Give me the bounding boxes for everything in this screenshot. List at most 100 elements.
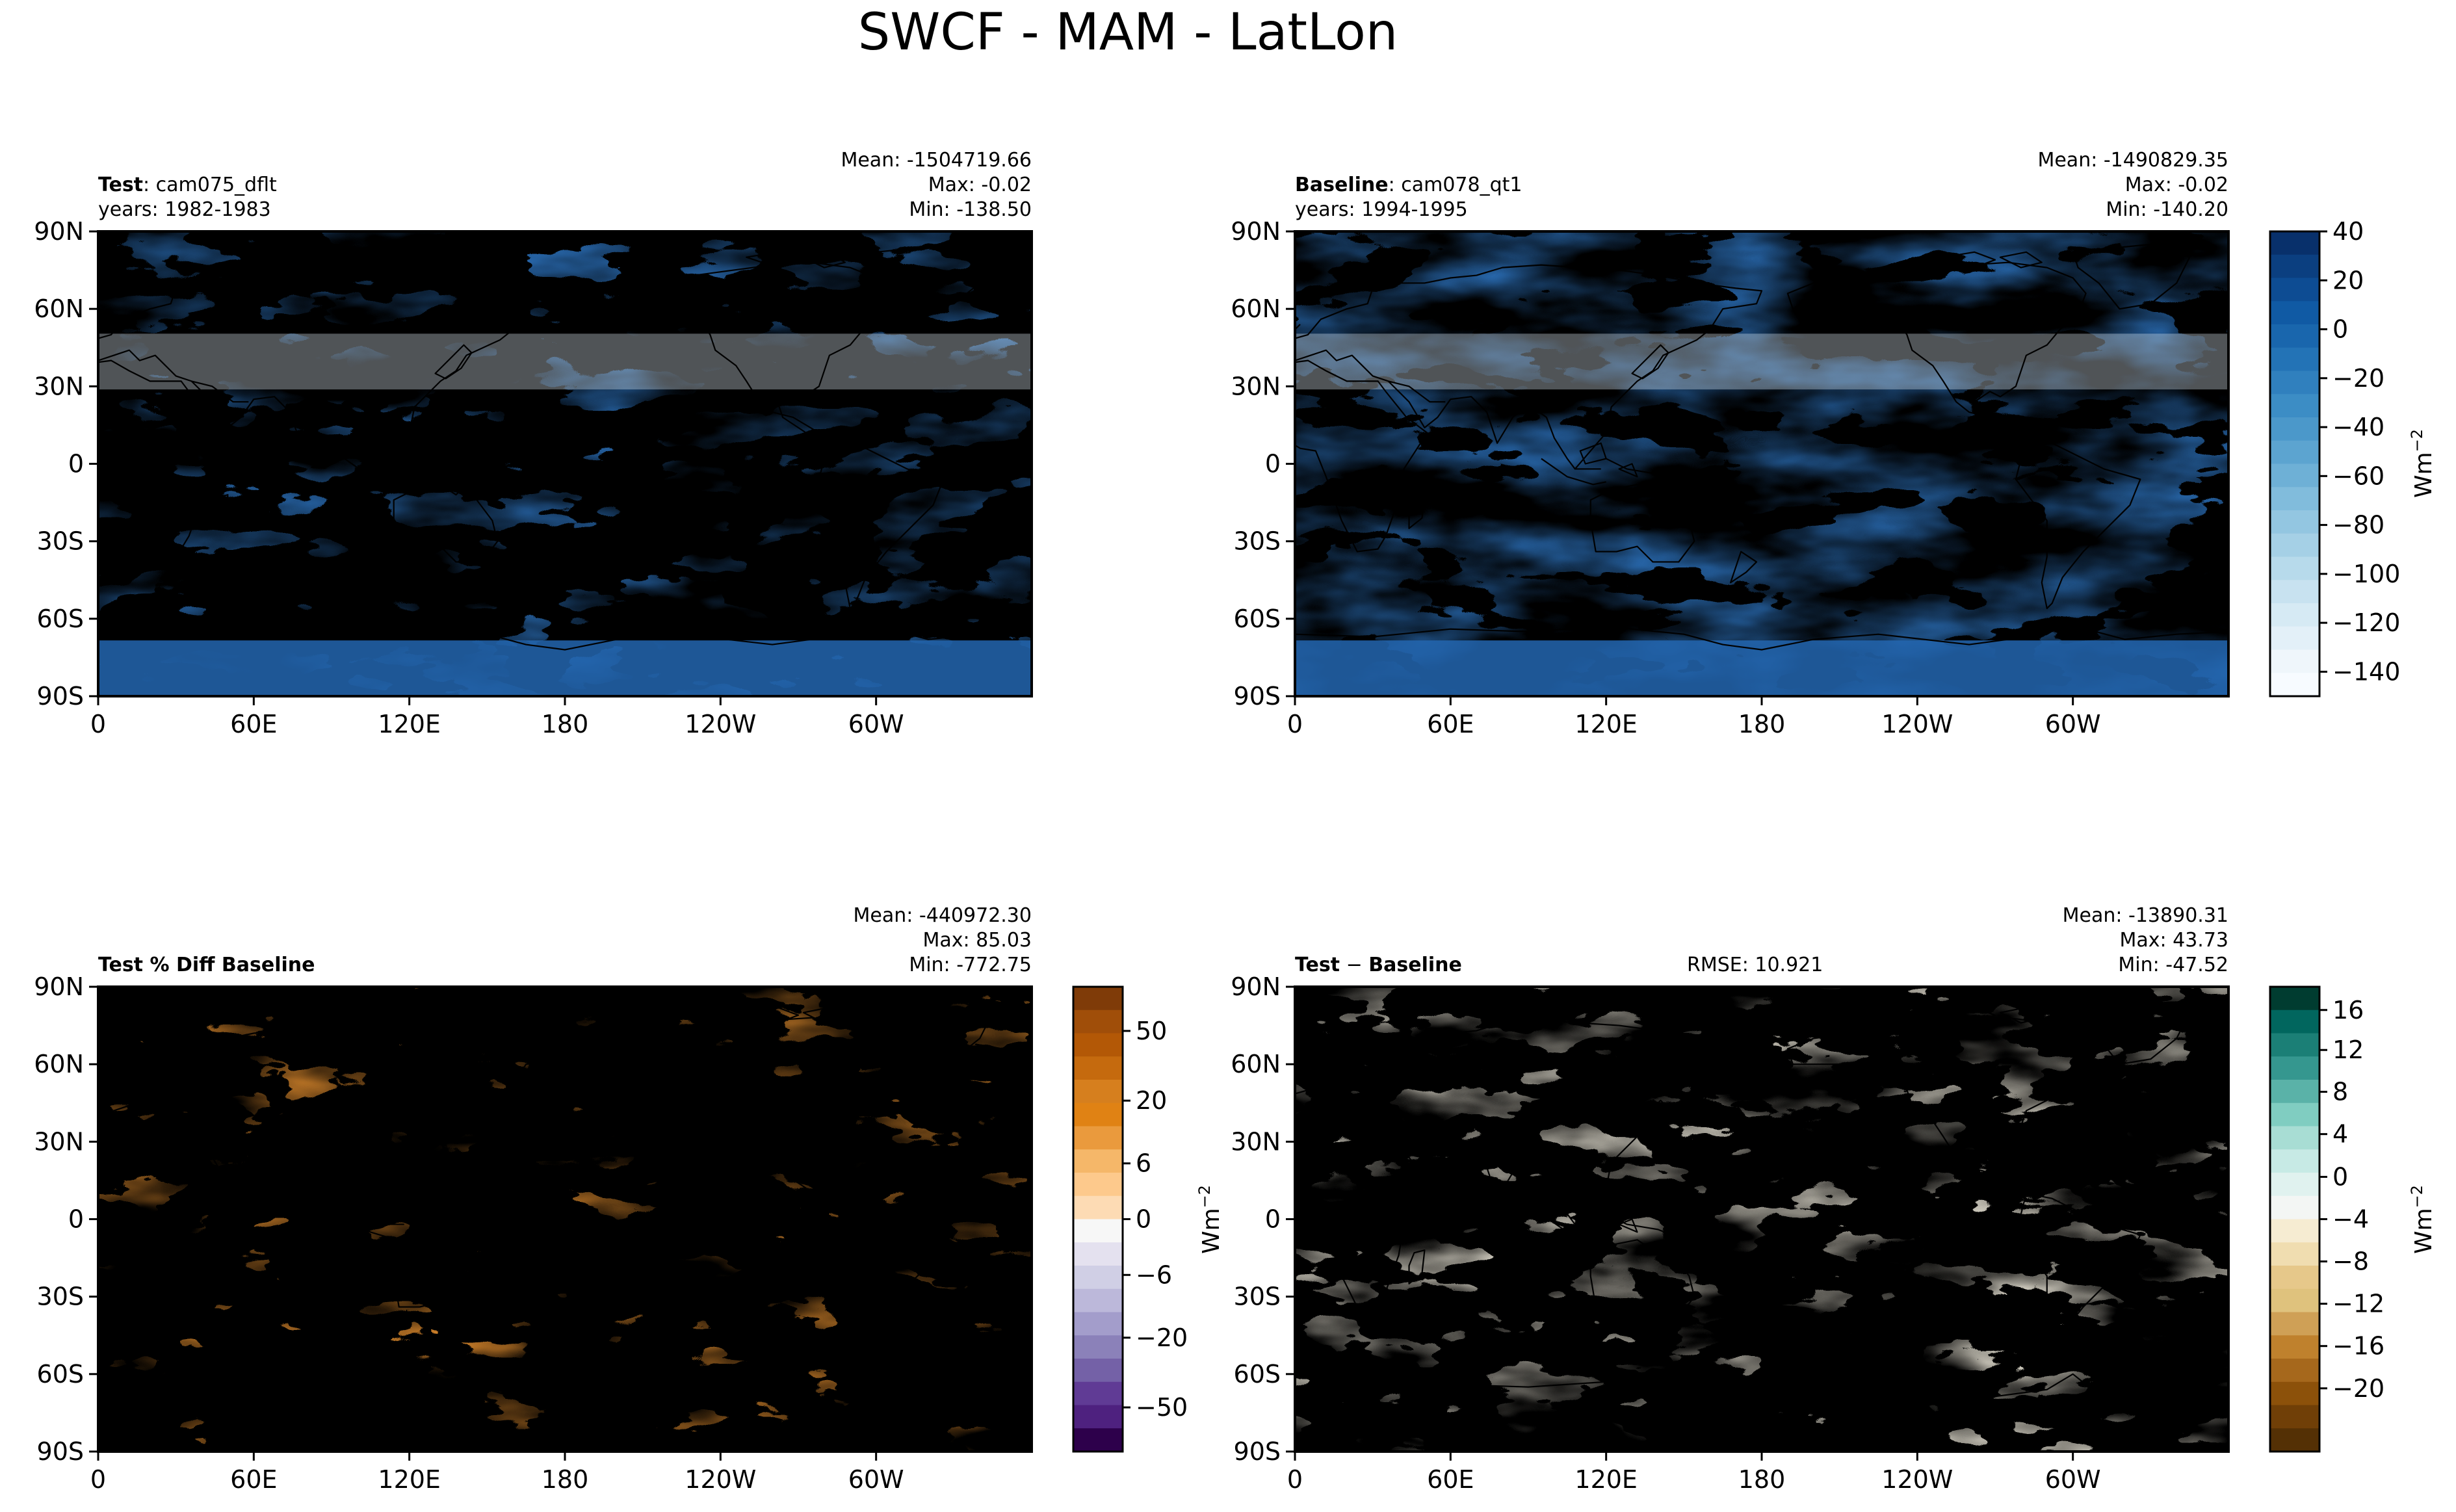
colorbar-tick-label: −50 xyxy=(1136,1393,1188,1422)
colorbar-segment xyxy=(2270,1149,2319,1173)
colorbar-segment xyxy=(1073,1149,1123,1173)
colorbar-segment xyxy=(2270,1335,2319,1359)
panel-label-minus: − xyxy=(1340,954,1368,976)
colorbar-segment xyxy=(2270,1381,2319,1406)
map-contour-layer xyxy=(98,987,1032,1452)
stat-line: Mean: -440972.30 xyxy=(854,904,1032,927)
colorbar-tick-label: 0 xyxy=(2332,1162,2348,1191)
map-storm-band xyxy=(98,333,1032,390)
map-field-baseline xyxy=(1295,231,2228,696)
x-tick-label: 180 xyxy=(1738,1465,1786,1494)
colorbar-tick-label: −8 xyxy=(2332,1247,2369,1276)
y-tick-label: 60N xyxy=(1231,294,1281,323)
y-tick-label: 0 xyxy=(68,1205,84,1234)
colorbar-tick-label: 12 xyxy=(2332,1036,2364,1064)
y-tick-label: 30N xyxy=(34,1127,84,1156)
y-tick-label: 90N xyxy=(1231,972,1281,1001)
x-tick-label: 0 xyxy=(1287,1465,1303,1494)
colorbar-segment xyxy=(1073,1288,1123,1313)
colorbar-segment xyxy=(2270,278,2319,302)
stat-line: Max: 43.73 xyxy=(2119,929,2228,952)
x-tick-label: 60W xyxy=(848,1465,904,1494)
colorbar-segment xyxy=(2270,626,2319,651)
colorbar-segment xyxy=(1073,1381,1123,1406)
colorbar-tick-label: 0 xyxy=(1136,1205,1151,1234)
stat-line: Max: -0.02 xyxy=(928,174,1032,196)
units-exponent: −2 xyxy=(2408,1185,2426,1208)
colorbar-segment xyxy=(1073,1126,1123,1150)
y-tick-label: 0 xyxy=(1265,450,1281,478)
colorbar-segment xyxy=(2270,1312,2319,1336)
colorbar-tick-label: 50 xyxy=(1136,1017,1167,1045)
panel-label: Test % Diff Baseline xyxy=(98,954,315,976)
stat-line: Min: -47.52 xyxy=(2118,954,2228,976)
colorbar-segment xyxy=(2270,1266,2319,1290)
colorbar-tick-label: 20 xyxy=(2332,266,2364,294)
colorbar-tick-label: −120 xyxy=(2332,608,2400,637)
colorbar-segment xyxy=(1073,1312,1123,1336)
panel-years: years: 1982-1983 xyxy=(98,198,271,221)
units-exponent: −2 xyxy=(2408,429,2426,452)
colorbar-segment xyxy=(2270,1010,2319,1034)
colorbar-segment xyxy=(1073,1080,1123,1104)
y-tick-label: 30S xyxy=(37,527,84,556)
colorbar-segment xyxy=(1073,1033,1123,1057)
y-tick-label: 60N xyxy=(34,294,84,323)
x-tick-label: 60W xyxy=(2045,710,2101,738)
colorbar-segment xyxy=(1073,1010,1123,1034)
colorbar-segment xyxy=(2270,533,2319,558)
colorbar-segment xyxy=(1073,987,1123,1011)
colorbar-segment xyxy=(1073,1359,1123,1383)
x-tick-label: 120W xyxy=(1881,710,1953,738)
colorbar-segment xyxy=(2270,1080,2319,1104)
colorbar-tick-label: −16 xyxy=(2332,1332,2384,1361)
x-tick-label: 60W xyxy=(2045,1465,2101,1494)
colorbar-segment xyxy=(2270,1195,2319,1220)
map-field-test xyxy=(98,231,1032,696)
x-tick-label: 0 xyxy=(90,1465,106,1494)
rmse-label: RMSE: 10.921 xyxy=(1687,954,1823,976)
colorbar-tick-label: −40 xyxy=(2332,413,2384,441)
x-tick-label: 60W xyxy=(848,710,904,738)
x-tick-label: 180 xyxy=(542,1465,589,1494)
y-tick-label: 60S xyxy=(1234,605,1281,633)
y-tick-label: 90N xyxy=(34,972,84,1001)
colorbar-segment xyxy=(1073,1428,1123,1452)
colorbar-segment xyxy=(1073,1266,1123,1290)
stat-line: Min: -772.75 xyxy=(909,954,1032,976)
colorbar-tick-label: −20 xyxy=(2332,364,2384,393)
colorbar-tick-label: −20 xyxy=(1136,1323,1188,1352)
colorbar-segment xyxy=(1073,1056,1123,1080)
colorbar-segment xyxy=(2270,1126,2319,1150)
x-tick-label: 120E xyxy=(378,1465,441,1494)
colorbar-segment xyxy=(1073,1405,1123,1429)
x-tick-label: 60E xyxy=(230,710,277,738)
colorbar-segment xyxy=(2270,231,2319,255)
panel-label-bold: Test xyxy=(1295,954,1340,976)
x-tick-label: 0 xyxy=(1287,710,1303,738)
colorbar-tick-label: 0 xyxy=(2332,315,2348,344)
panel-label-bold-2: Baseline xyxy=(1368,954,1462,976)
colorbar-segment xyxy=(2270,1033,2319,1057)
colorbar-segment xyxy=(2270,417,2319,441)
figure-title: SWCF - MAM - LatLon xyxy=(858,3,1398,62)
y-tick-label: 60N xyxy=(34,1050,84,1078)
x-tick-label: 60E xyxy=(230,1465,277,1494)
x-tick-label: 60E xyxy=(1427,1465,1474,1494)
colorbar-segment xyxy=(2270,347,2319,372)
colorbar-tick-label: 40 xyxy=(2332,217,2364,246)
map-field-diff xyxy=(1295,987,2228,1452)
panel-label-bold: Test xyxy=(98,174,143,196)
map-contour-layer xyxy=(1295,987,2228,1452)
colorbar-segment xyxy=(1073,1195,1123,1220)
stat-line: Min: -138.50 xyxy=(909,198,1032,221)
panel-label-bold: Baseline xyxy=(1295,174,1389,196)
stat-line: Mean: -13890.31 xyxy=(2063,904,2228,927)
units-base: Wm xyxy=(1198,1208,1225,1254)
colorbar-segment xyxy=(2270,1219,2319,1243)
panel-label: Test: cam075_dflt xyxy=(98,174,277,196)
colorbar-units-label: Wm−2 xyxy=(2408,1185,2437,1254)
colorbar-segment xyxy=(2270,1288,2319,1313)
